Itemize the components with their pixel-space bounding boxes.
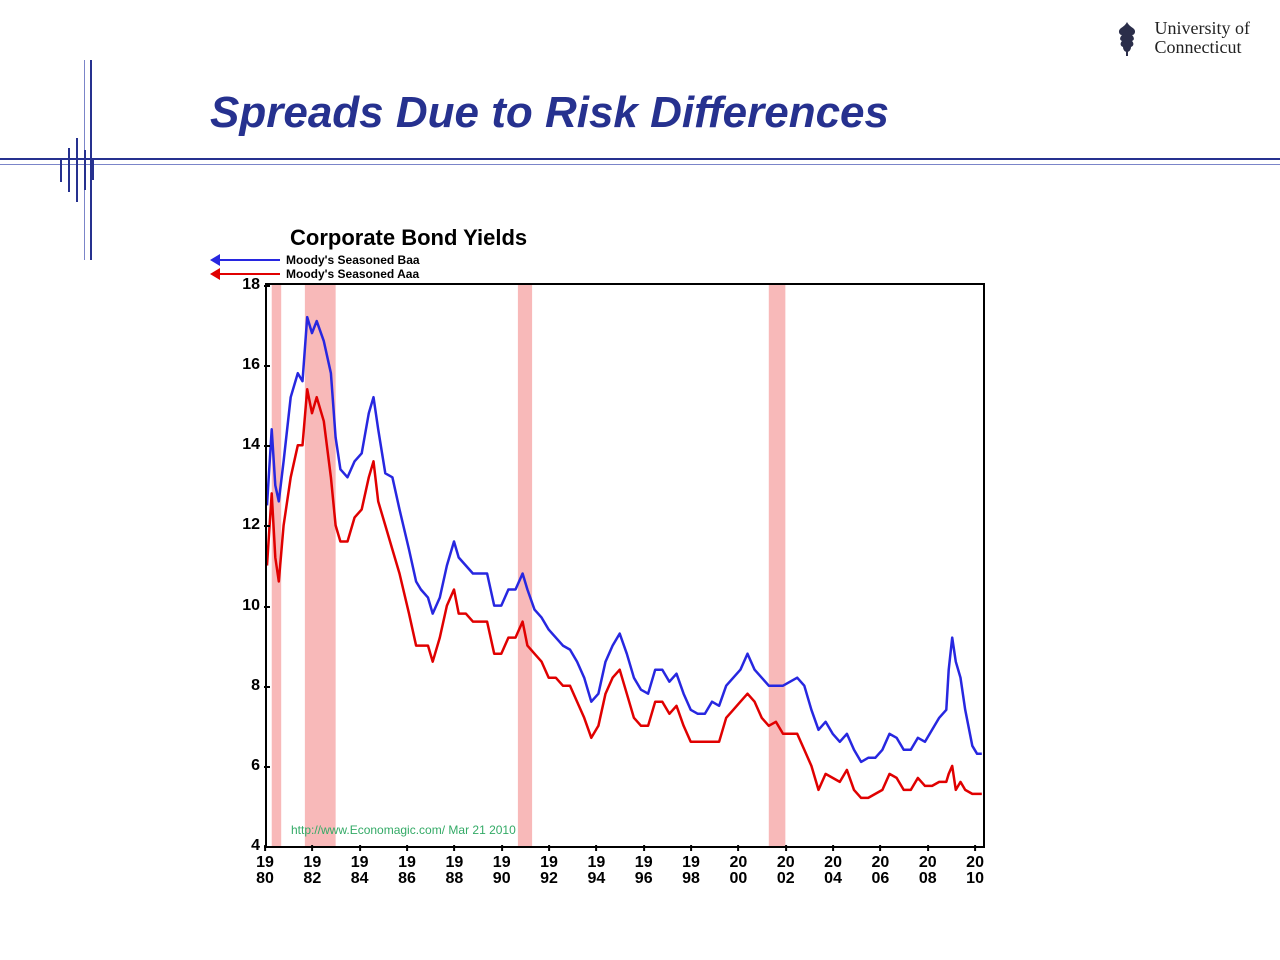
- x-tick-2010: 2010: [966, 855, 984, 887]
- y-tick-14: 14: [220, 436, 260, 454]
- brand-line2: Connecticut: [1155, 38, 1250, 57]
- title-rule-thin: [0, 164, 1280, 165]
- slide-title: Spreads Due to Risk Differences: [210, 88, 889, 138]
- slide: University of Connecticut Spreads Due to…: [0, 0, 1280, 960]
- x-tick-1988: 1988: [445, 855, 463, 887]
- y-tick-4: 4: [220, 837, 260, 855]
- y-tick-10: 10: [220, 597, 260, 615]
- x-tick-2002: 2002: [777, 855, 795, 887]
- brand-line1: University of: [1155, 19, 1250, 38]
- x-tick-1990: 1990: [493, 855, 511, 887]
- brand-text: University of Connecticut: [1155, 19, 1250, 57]
- x-tick-1986: 1986: [398, 855, 416, 887]
- x-tick-1998: 1998: [682, 855, 700, 887]
- y-tick-16: 16: [220, 356, 260, 374]
- soundbar-icon: [55, 130, 125, 210]
- y-tick-6: 6: [220, 757, 260, 775]
- university-brand: University of Connecticut: [1107, 18, 1250, 58]
- legend-label-1: Moody's Seasoned Aaa: [286, 267, 419, 281]
- chart-source-text: http://www.Economagic.com/ Mar 21 2010: [291, 823, 516, 837]
- recession-band: [769, 285, 786, 846]
- series-aaa-line: [267, 389, 982, 798]
- chart-legend: Moody's Seasoned BaaMoody's Seasoned Aaa: [210, 253, 990, 281]
- uconn-oakleaf-icon: [1107, 18, 1147, 58]
- y-tick-18: 18: [220, 276, 260, 294]
- chart-container: Corporate Bond Yields Moody's Seasoned B…: [210, 225, 990, 913]
- legend-label-0: Moody's Seasoned Baa: [286, 253, 420, 267]
- y-tick-8: 8: [220, 677, 260, 695]
- x-tick-2000: 2000: [729, 855, 747, 887]
- series-baa-line: [267, 317, 982, 762]
- x-tick-1994: 1994: [587, 855, 605, 887]
- x-tick-1980: 1980: [256, 855, 274, 887]
- y-tick-12: 12: [220, 516, 260, 534]
- plot-area: http://www.Economagic.com/ Mar 21 2010 4…: [210, 283, 990, 913]
- plot-border: http://www.Economagic.com/ Mar 21 2010: [265, 283, 985, 848]
- x-tick-2004: 2004: [824, 855, 842, 887]
- recession-band: [518, 285, 532, 846]
- x-tick-2008: 2008: [919, 855, 937, 887]
- x-tick-2006: 2006: [871, 855, 889, 887]
- legend-row-1: Moody's Seasoned Aaa: [210, 267, 990, 281]
- chart-title: Corporate Bond Yields: [290, 225, 990, 251]
- x-tick-1982: 1982: [303, 855, 321, 887]
- title-rule: [0, 158, 1280, 160]
- x-tick-1996: 1996: [635, 855, 653, 887]
- x-tick-1992: 1992: [540, 855, 558, 887]
- legend-row-0: Moody's Seasoned Baa: [210, 253, 990, 267]
- plot-svg: http://www.Economagic.com/ Mar 21 2010: [267, 285, 983, 846]
- x-tick-1984: 1984: [351, 855, 369, 887]
